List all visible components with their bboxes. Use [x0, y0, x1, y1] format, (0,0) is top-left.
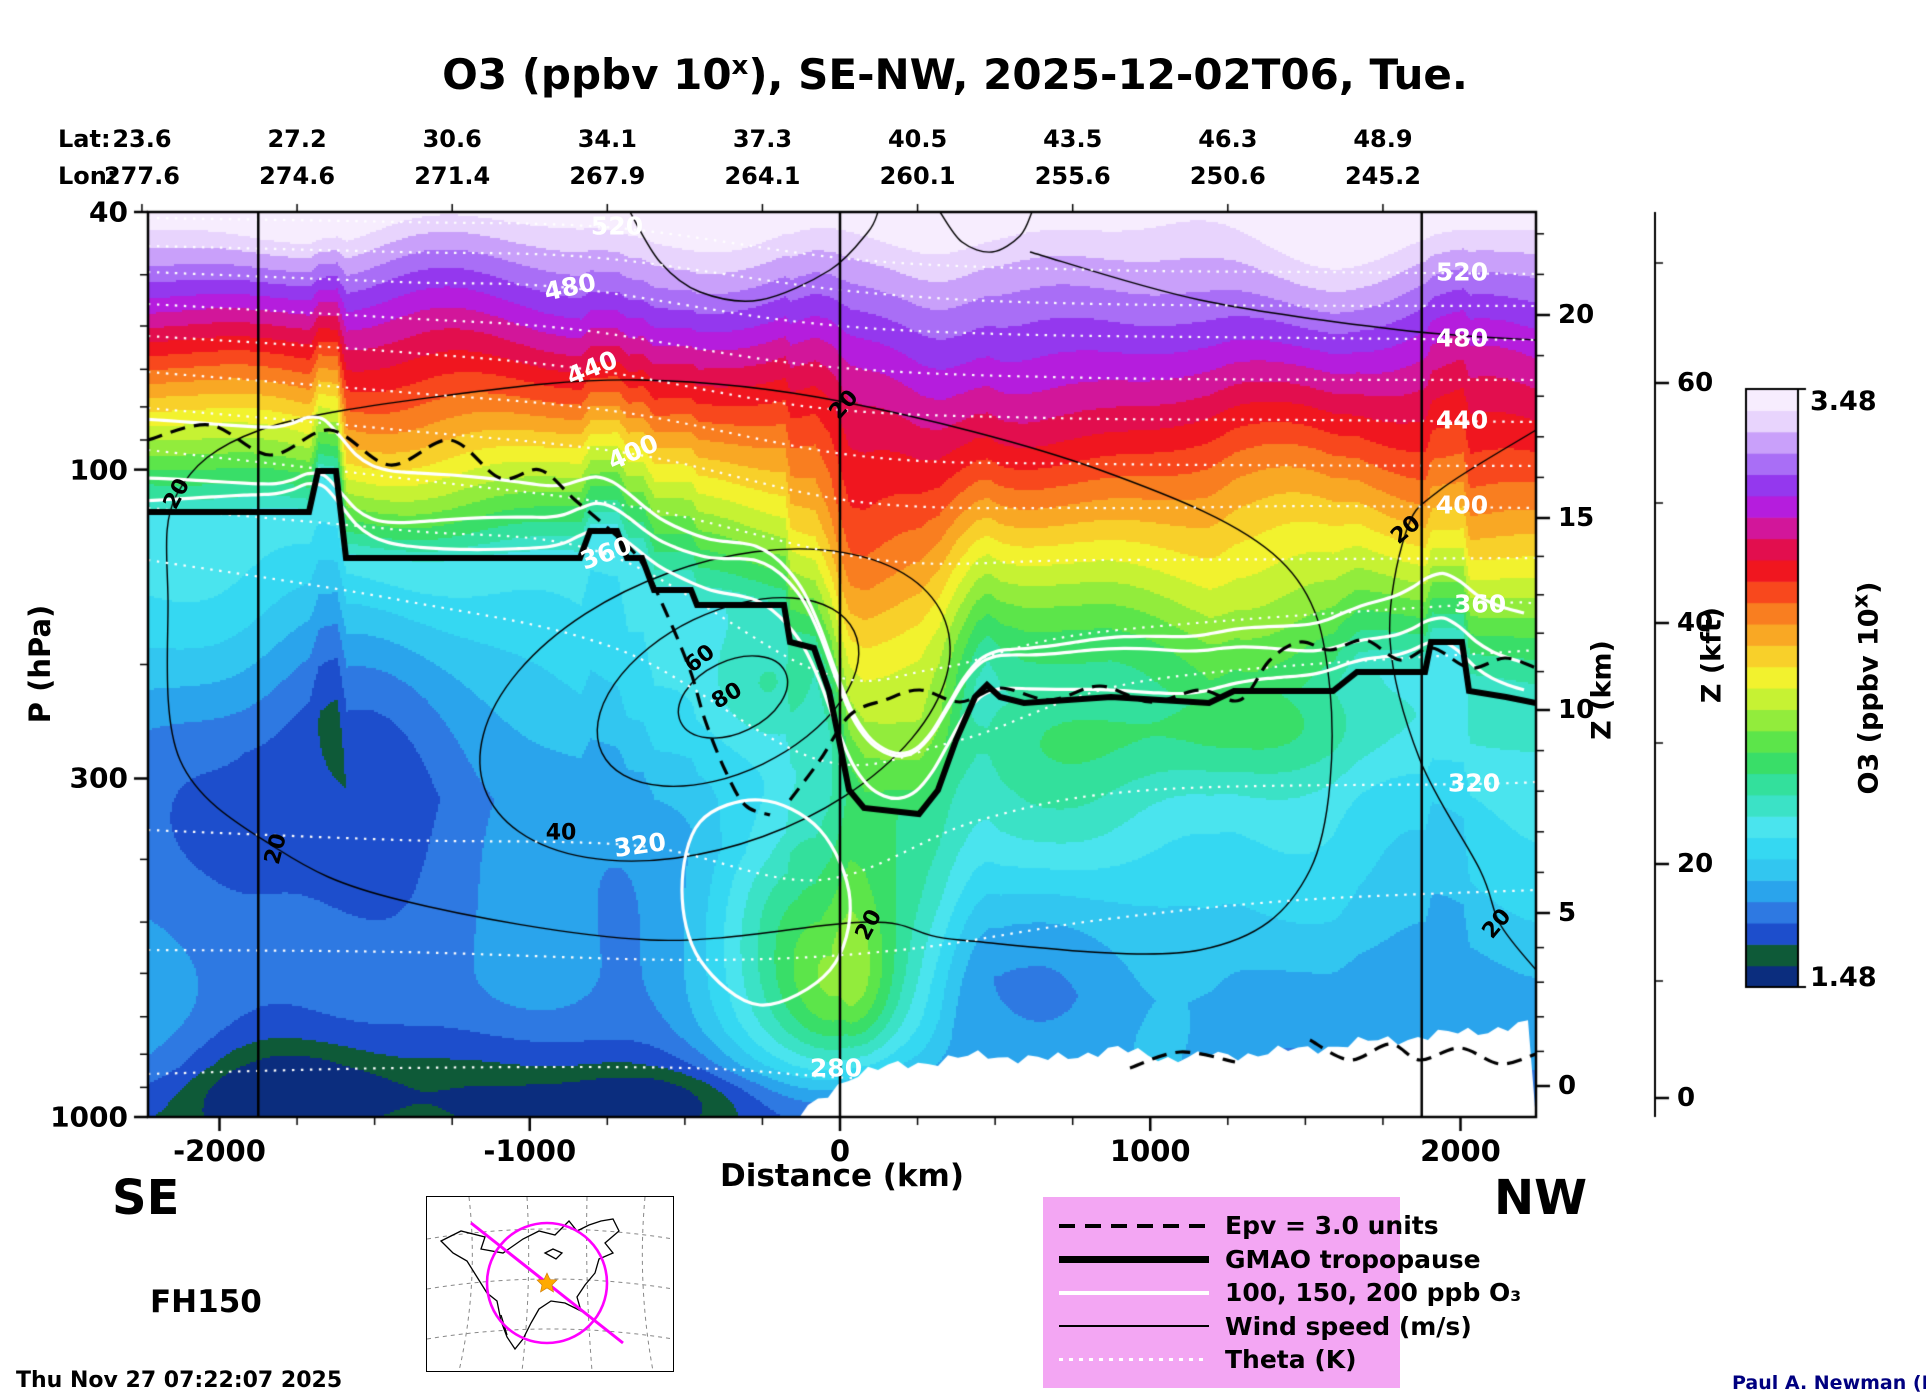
- x-axis-title: Distance (km): [719, 1158, 965, 1194]
- z-kft-axis-title: Z (kft): [1696, 606, 1728, 704]
- colorbar-min-value: 1.48: [1810, 962, 1877, 993]
- legend-item-label: Epv = 3.0 units: [1225, 1211, 1439, 1240]
- corner-label-se: SE: [112, 1170, 180, 1226]
- plot-title-superscript: x: [731, 51, 749, 81]
- plot-title: O3 (ppbv 10x), SE-NW, 2025-12-02T06, Tue…: [442, 50, 1468, 99]
- plot-title-suffix: ), SE-NW, 2025-12-02T06, Tue.: [748, 50, 1468, 99]
- plot-title-prefix: O3 (ppbv 10: [442, 50, 732, 99]
- map-center-star-icon: [536, 1272, 558, 1293]
- generation-timestamp: Thu Nov 27 07:22:07 2025: [16, 1368, 343, 1393]
- pressure-axis-title: P (hPa): [23, 604, 57, 724]
- legend-item-label: Theta (K): [1225, 1345, 1357, 1374]
- legend-item-o3-contours: 100, 150, 200 ppb O₃: [1059, 1278, 1521, 1307]
- dashed-line-swatch: [1059, 1223, 1209, 1228]
- dotted-line-swatch: [1059, 1358, 1209, 1361]
- colorbar-title-superscript: x: [1847, 593, 1874, 609]
- legend-item-tropopause: GMAO tropopause: [1059, 1245, 1481, 1274]
- legend-item-epv: Epv = 3.0 units: [1059, 1211, 1439, 1240]
- credit-text: Paul A. Newman (NASA: [1732, 1372, 1926, 1394]
- white-line-swatch: [1059, 1290, 1209, 1295]
- legend: Epv = 3.0 units GMAO tropopause 100, 150…: [1043, 1197, 1521, 1388]
- transect-locator-map: [426, 1196, 674, 1372]
- z-km-axis-title: Z (km): [1586, 640, 1618, 740]
- colorbar-title-prefix: O3 (ppbv 10: [1853, 608, 1885, 795]
- map-range-circle: [485, 1221, 609, 1345]
- legend-item-label: Wind speed (m/s): [1225, 1311, 1472, 1341]
- thin-line-swatch: [1059, 1325, 1209, 1327]
- forecast-hour-label: FH150: [150, 1284, 262, 1320]
- locator-map-graphic: [426, 1196, 674, 1372]
- corner-label-nw: NW: [1494, 1170, 1588, 1226]
- colorbar-axis-title: O3 (ppbv 10x): [1848, 582, 1885, 795]
- colorbar-max-value: 3.48: [1810, 386, 1877, 417]
- legend-item-label: 100, 150, 200 ppb O₃: [1225, 1278, 1522, 1307]
- legend-item-label: GMAO tropopause: [1225, 1244, 1481, 1274]
- legend-item-wind: Wind speed (m/s): [1059, 1312, 1472, 1341]
- colorbar-title-suffix: ): [1853, 581, 1885, 594]
- legend-item-theta: Theta (K): [1059, 1345, 1384, 1374]
- map-coastline: [439, 1218, 620, 1351]
- thick-line-swatch: [1059, 1255, 1209, 1263]
